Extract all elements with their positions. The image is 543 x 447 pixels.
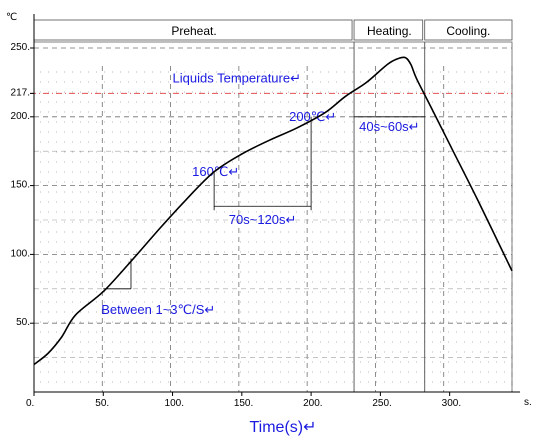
phase-band-1: [353, 19, 424, 41]
liquidus-label: Liquids Temperature↵: [173, 70, 301, 85]
liquidus-span-label: 40s~60s↵: [359, 119, 419, 134]
x-tick-label-3: 150.: [234, 398, 253, 409]
preheat-high-label: 200℃↵: [289, 109, 336, 124]
liquidus-line: Liquids Temperature↵: [30, 70, 512, 94]
y-tick-label-0: 50.: [16, 317, 30, 328]
phase-label-2: Cooling.: [446, 24, 490, 38]
x-tick-label-6: 300.: [442, 398, 461, 409]
annotations: 160℃↵200℃↵70s~120s↵Between 1~3℃/S↵40s~60…: [101, 109, 425, 317]
y-tick-label-5: 250.: [11, 42, 30, 53]
x-tick-label-0: 0.: [26, 398, 34, 409]
x-tick-label-4: 200.: [303, 398, 322, 409]
phase-label-0: Preheat.: [171, 24, 216, 38]
dot-texture: [40, 71, 505, 383]
x-axis-label: Time(s)↵: [249, 419, 316, 436]
profile-line: [33, 56, 513, 366]
phase-band-2: [424, 19, 513, 41]
x-unit-label: s.: [524, 397, 532, 408]
y-tick-label-4: 217.: [11, 87, 30, 98]
y-unit-label: ℃: [6, 12, 17, 23]
phase-label-1: Heating.: [367, 24, 412, 38]
phase-bar: Preheat. Heating. Cooling.: [33, 19, 513, 392]
grid: [33, 41, 513, 393]
y-tick-label-3: 200.: [11, 111, 30, 122]
x-tick-label-1: 50.: [95, 398, 109, 409]
y-tick-label-1: 100.: [11, 248, 30, 259]
x-tick-label-5: 250.: [372, 398, 391, 409]
ramp-rate-label: Between 1~3℃/S↵: [101, 302, 215, 317]
profile-curve: [33, 56, 513, 366]
x-tick-label-2: 100.: [165, 398, 184, 409]
y-tick-label-2: 150.: [11, 180, 30, 191]
axes: ℃ s. 0. 50. 100. 150. 200. 250. 300. 50. 100. 150. 2…: [6, 12, 532, 436]
preheat-span-label: 70s~120s↵: [229, 212, 297, 227]
